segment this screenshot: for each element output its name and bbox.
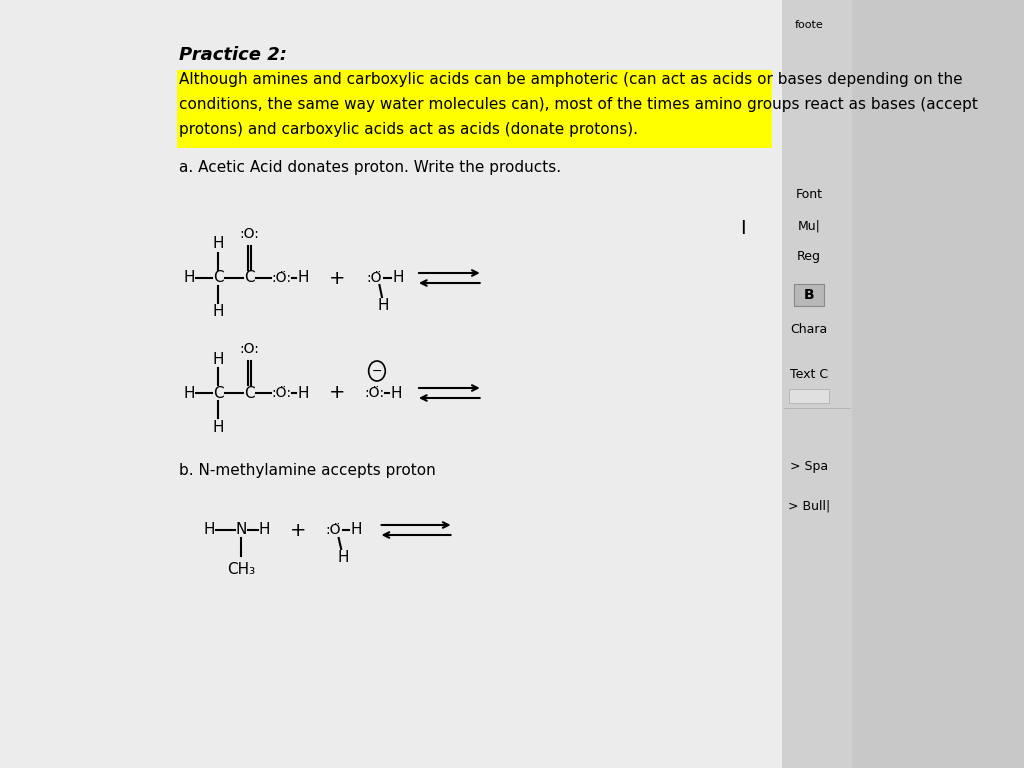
Text: H: H [212, 237, 224, 251]
Text: H: H [259, 522, 270, 538]
Text: N: N [236, 522, 247, 538]
Text: +: + [329, 269, 345, 287]
Text: H: H [212, 304, 224, 319]
Text: C: C [245, 386, 255, 400]
Text: H: H [184, 270, 196, 286]
Bar [177, 70, 772, 148]
Text: H: H [337, 551, 348, 565]
Text: H: H [390, 386, 401, 400]
Text: conditions, the same way water molecules can), most of the times amino groups re: conditions, the same way water molecules… [179, 97, 978, 112]
Text: :Ö:: :Ö: [365, 386, 385, 400]
Text: H: H [212, 352, 224, 366]
Text: :Ö: :Ö [367, 271, 382, 285]
Text: H: H [297, 386, 308, 400]
Text: Text C: Text C [790, 368, 827, 381]
Text: Reg: Reg [797, 250, 821, 263]
Bar [782, 0, 852, 768]
Text: :O:: :O: [240, 342, 259, 356]
Text: CH₃: CH₃ [227, 562, 255, 578]
Text: H: H [212, 419, 224, 435]
Text: H: H [297, 270, 308, 286]
Text: −: − [372, 365, 382, 378]
Text: :O:: :O: [240, 227, 259, 241]
Text: +: + [290, 521, 306, 539]
Text: :Ö:: :Ö: [271, 386, 291, 400]
Text: C: C [245, 270, 255, 286]
Text: Mu|: Mu| [798, 220, 820, 233]
Text: Practice 2:: Practice 2: [179, 46, 287, 64]
Text: C: C [213, 386, 223, 400]
Text: b. N-methylamine accepts proton: b. N-methylamine accepts proton [179, 463, 435, 478]
Text: H: H [392, 270, 403, 286]
Text: foote: foote [795, 20, 823, 30]
Text: > Bull|: > Bull| [787, 500, 830, 513]
Text: H: H [204, 522, 215, 538]
Text: Font: Font [796, 188, 822, 201]
Text: Chara: Chara [791, 323, 827, 336]
Text: Although amines and carboxylic acids can be amphoteric (can act as acids or base: Although amines and carboxylic acids can… [179, 72, 963, 87]
Bar [794, 284, 823, 306]
Text: a. Acetic Acid donates proton. Write the products.: a. Acetic Acid donates proton. Write the… [179, 160, 561, 175]
Text: B: B [804, 288, 814, 302]
Text: +: + [329, 383, 345, 402]
Text: > Spa: > Spa [790, 460, 827, 473]
Text: I: I [740, 219, 745, 237]
Text: :Ö: :Ö [325, 523, 341, 537]
Text: :Ö:: :Ö: [271, 271, 291, 285]
Text: protons) and carboxylic acids act as acids (donate protons).: protons) and carboxylic acids act as aci… [179, 122, 638, 137]
Bar [788, 389, 828, 403]
Text: C: C [213, 270, 223, 286]
Text: H: H [350, 522, 361, 538]
Text: H: H [377, 299, 388, 313]
Text: H: H [184, 386, 196, 400]
